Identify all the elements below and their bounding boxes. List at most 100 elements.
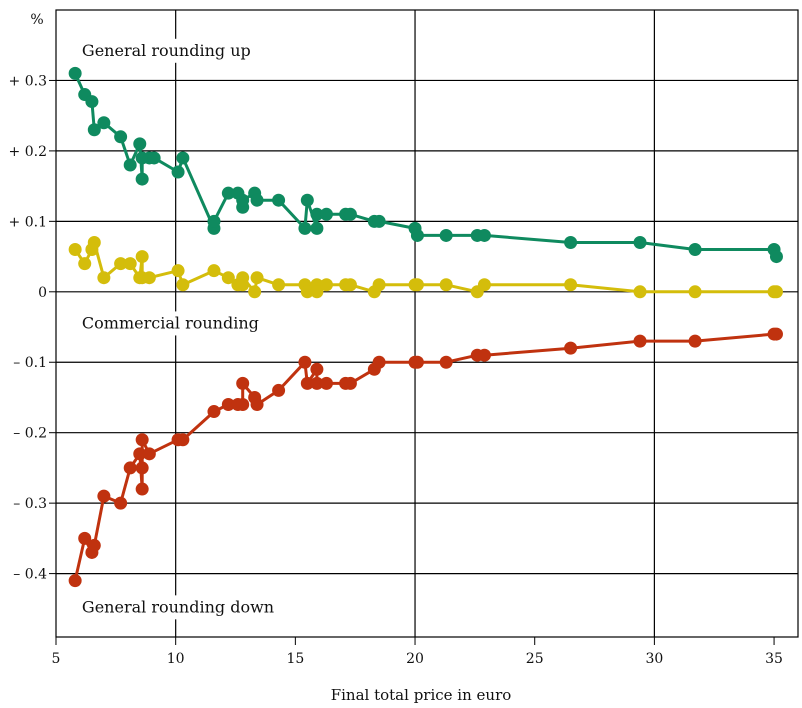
y-tick-label: – 0.3 xyxy=(13,496,47,512)
data-point xyxy=(207,264,221,278)
data-point xyxy=(298,355,312,369)
data-point xyxy=(477,348,491,362)
data-point xyxy=(372,214,386,228)
data-point xyxy=(236,193,250,207)
data-point xyxy=(114,496,128,510)
data-point xyxy=(133,137,147,151)
data-point xyxy=(564,341,578,355)
data-point xyxy=(123,461,137,475)
data-point xyxy=(236,376,250,390)
y-tick-label: – 0.4 xyxy=(13,567,47,583)
data-point xyxy=(97,489,111,503)
data-point xyxy=(300,376,314,390)
data-point xyxy=(221,398,235,412)
data-point xyxy=(147,151,161,165)
annotation-background xyxy=(75,311,265,336)
data-point xyxy=(78,257,92,271)
data-point xyxy=(142,271,156,285)
data-point xyxy=(310,221,324,235)
series-1 xyxy=(68,235,783,299)
data-point xyxy=(221,271,235,285)
data-point xyxy=(176,151,190,165)
data-point xyxy=(633,235,647,249)
data-point xyxy=(114,130,128,144)
data-point xyxy=(688,243,702,257)
data-point xyxy=(310,376,324,390)
y-tick-label: + 0.3 xyxy=(9,73,47,89)
data-point xyxy=(310,362,324,376)
y-tick-label: + 0.2 xyxy=(9,144,47,160)
data-point xyxy=(135,461,149,475)
data-point xyxy=(410,278,424,292)
data-point xyxy=(343,278,357,292)
data-point xyxy=(135,172,149,186)
data-point xyxy=(207,214,221,228)
data-point xyxy=(688,285,702,299)
data-point xyxy=(477,228,491,242)
y-tick-label: 0 xyxy=(38,285,47,301)
data-point xyxy=(171,165,185,179)
data-point xyxy=(310,207,324,221)
data-point xyxy=(343,376,357,390)
x-axis-title: Final total price in euro xyxy=(331,686,512,704)
annotation-background xyxy=(75,38,257,63)
x-tick-label: 30 xyxy=(645,651,663,667)
data-point xyxy=(87,235,101,249)
data-point xyxy=(300,285,314,299)
series-line xyxy=(73,241,777,294)
data-point xyxy=(319,207,333,221)
data-point xyxy=(439,228,453,242)
data-point xyxy=(97,271,111,285)
data-point xyxy=(135,433,149,447)
y-tick-label: – 0.1 xyxy=(13,355,47,371)
data-point xyxy=(272,278,286,292)
series-layer xyxy=(68,66,783,588)
data-point xyxy=(564,235,578,249)
tick-labels: + 0.3 + 0.2 + 0.1 0 – 0.1 – 0.2 – 0.3 – 0.4 5 10 1… xyxy=(9,73,783,667)
data-point xyxy=(250,398,264,412)
axes xyxy=(49,9,799,645)
data-point xyxy=(207,405,221,419)
data-point xyxy=(68,243,82,257)
x-tick-label: 15 xyxy=(286,651,304,667)
data-point xyxy=(114,257,128,271)
data-point xyxy=(97,116,111,130)
data-point xyxy=(236,398,250,412)
data-point xyxy=(250,271,264,285)
data-point xyxy=(769,250,783,264)
data-point xyxy=(688,334,702,348)
data-point xyxy=(372,355,386,369)
data-point xyxy=(135,482,149,496)
annotations: General rounding up Commercial rounding Ge… xyxy=(75,38,281,620)
data-point xyxy=(272,383,286,397)
x-tick-label: 20 xyxy=(406,651,424,667)
data-point xyxy=(248,285,262,299)
data-point xyxy=(300,193,314,207)
data-point xyxy=(439,355,453,369)
data-point xyxy=(221,186,235,200)
x-tick-label: 35 xyxy=(765,651,783,667)
data-point xyxy=(176,278,190,292)
data-point xyxy=(298,221,312,235)
series-2 xyxy=(68,327,783,588)
data-point xyxy=(272,193,286,207)
data-point xyxy=(319,278,333,292)
data-point xyxy=(142,447,156,461)
data-point xyxy=(123,158,137,172)
data-point xyxy=(68,574,82,588)
y-tick-label: + 0.1 xyxy=(9,214,47,230)
data-point xyxy=(87,538,101,552)
data-point xyxy=(68,66,82,80)
annotation-label: Commercial rounding xyxy=(82,313,259,332)
data-point xyxy=(85,95,99,109)
x-tick-label: 10 xyxy=(167,651,185,667)
data-point xyxy=(769,327,783,341)
series-line xyxy=(73,332,777,581)
data-point xyxy=(171,264,185,278)
data-point xyxy=(769,285,783,299)
data-point xyxy=(250,193,264,207)
data-point xyxy=(135,250,149,264)
series-0 xyxy=(68,66,783,264)
data-point xyxy=(236,271,250,285)
y-tick-label: – 0.2 xyxy=(13,426,47,442)
